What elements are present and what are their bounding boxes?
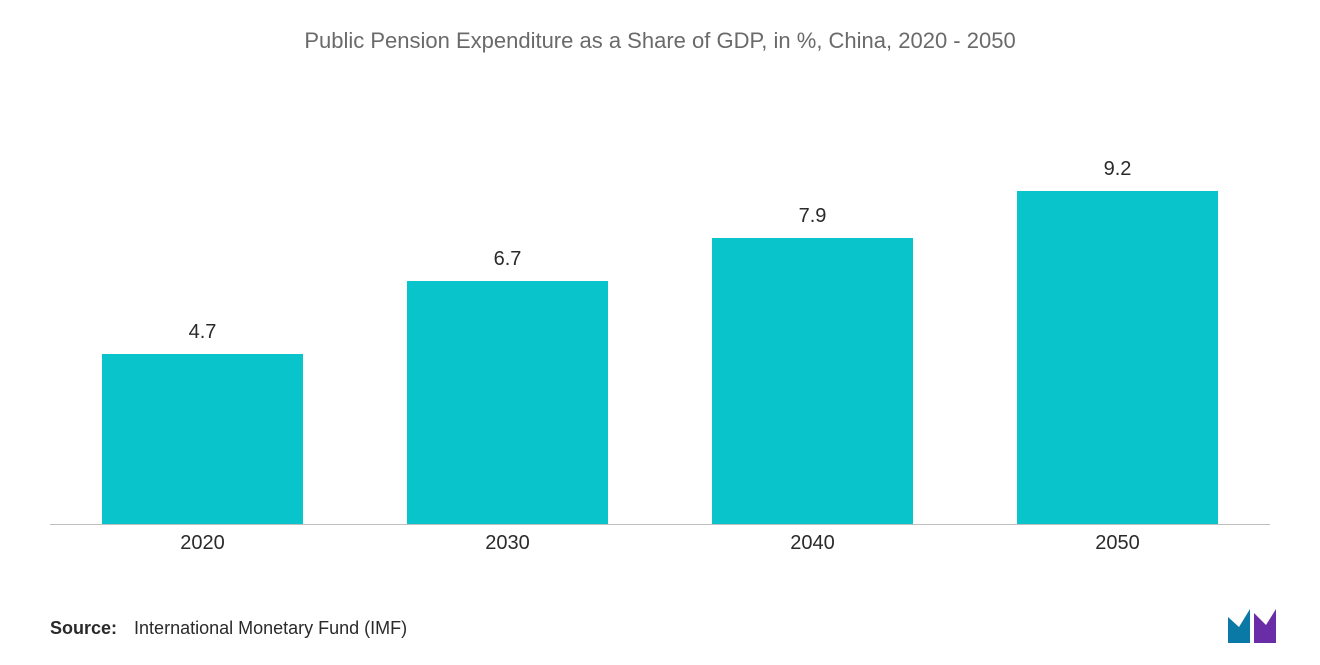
x-axis-label: 2020 <box>68 532 336 555</box>
x-axis-labels: 2020 2030 2040 2050 <box>50 532 1270 555</box>
bar-slot: 6.7 <box>373 248 641 524</box>
x-axis-label: 2030 <box>373 532 641 555</box>
bar-rect <box>1017 191 1218 525</box>
chart-container: Public Pension Expenditure as a Share of… <box>0 0 1320 665</box>
chart-title: Public Pension Expenditure as a Share of… <box>0 0 1320 54</box>
bar-rect <box>102 354 303 524</box>
bar-slot: 7.9 <box>678 205 946 524</box>
x-axis-label: 2040 <box>678 532 946 555</box>
source-line: Source: International Monetary Fund (IMF… <box>50 618 407 639</box>
bar-rect <box>407 281 608 524</box>
source-text: International Monetary Fund (IMF) <box>134 618 407 638</box>
bar-slot: 9.2 <box>983 158 1251 525</box>
bar-value-label: 4.7 <box>189 321 217 344</box>
bar-value-label: 7.9 <box>799 205 827 228</box>
source-label: Source: <box>50 618 117 638</box>
bars-row: 4.7 6.7 7.9 9.2 <box>50 90 1270 524</box>
x-axis-label: 2050 <box>983 532 1251 555</box>
bar-rect <box>712 238 913 524</box>
bar-slot: 4.7 <box>68 321 336 524</box>
mordor-intelligence-logo-icon <box>1228 609 1284 643</box>
bar-value-label: 9.2 <box>1104 158 1132 181</box>
bar-value-label: 6.7 <box>494 248 522 271</box>
plot-area: 4.7 6.7 7.9 9.2 <box>50 90 1270 525</box>
